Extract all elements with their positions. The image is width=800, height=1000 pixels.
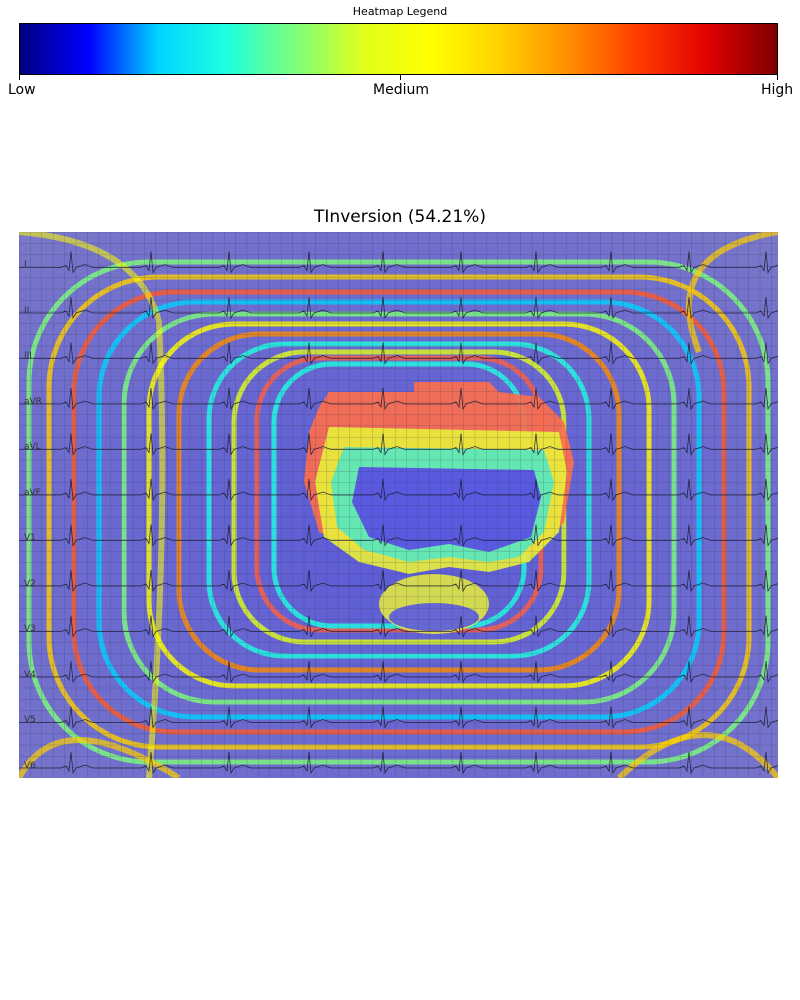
contour [19, 737, 181, 778]
lead-label-avf: aVF [24, 487, 41, 498]
ecg-trace-avr [19, 387, 778, 411]
ecg-trace-v3 [19, 615, 778, 638]
tick-label-low: Low [8, 82, 36, 98]
ecg-trace-iii [19, 342, 778, 365]
lead-label-ii: II [24, 305, 30, 316]
tick-low [19, 75, 20, 80]
tick-medium [400, 75, 401, 80]
lead-label-v4: V4 [24, 669, 36, 680]
contour [19, 232, 166, 778]
tick-high [777, 75, 778, 80]
ecg-trace-v1 [19, 524, 778, 547]
legend-title: Heatmap Legend [352, 5, 448, 18]
contour [616, 732, 778, 778]
ecg-trace-ii [19, 296, 778, 320]
contour [26, 259, 771, 765]
ecg-trace-avl [19, 433, 778, 456]
lead-label-i: I [24, 260, 27, 270]
contour [176, 331, 622, 673]
contour [121, 311, 677, 705]
colorbar [19, 23, 778, 75]
activation-secondary [389, 603, 479, 631]
contour [685, 232, 778, 354]
contour [206, 341, 592, 659]
lead-label-v1: V1 [24, 533, 36, 543]
lead-label-v5: V5 [24, 715, 36, 725]
contour [146, 321, 652, 689]
lead-label-avl: aVL [24, 442, 41, 452]
ecg-traces [19, 251, 778, 775]
ecg-trace-avf [19, 478, 778, 502]
heatmap-svg [19, 232, 778, 778]
ecg-grid [19, 232, 778, 778]
contour [71, 289, 727, 735]
lead-label-v6: V6 [24, 760, 36, 771]
tick-label-medium: Medium [373, 82, 429, 98]
ecg-trace-v5 [19, 706, 778, 729]
ecg-heatmap-plot: I II III aVR aVL aVF V1 V2 V3 V4 V5 V6 [19, 232, 778, 778]
activation-low [352, 467, 541, 552]
chart-title: TInversion (54.21%) [314, 207, 486, 227]
contour [96, 299, 702, 720]
lead-label-iii: III [24, 351, 32, 361]
lead-label-v2: V2 [24, 578, 36, 589]
ecg-trace-i [19, 251, 778, 274]
ecg-trace-v6 [19, 751, 778, 775]
tick-label-high: High [761, 82, 794, 98]
ecg-trace-v2 [19, 569, 778, 593]
contour [46, 274, 752, 750]
lead-label-v3: V3 [24, 624, 36, 634]
ecg-trace-v4 [19, 660, 778, 684]
lead-label-avr: aVR [24, 396, 42, 407]
